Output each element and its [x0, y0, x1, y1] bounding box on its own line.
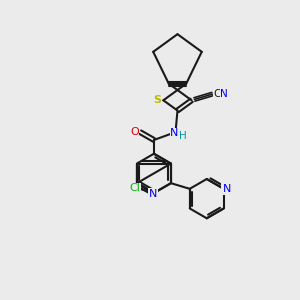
Text: N: N	[170, 128, 179, 138]
Text: N: N	[223, 184, 231, 194]
Text: H: H	[179, 131, 187, 141]
Text: N: N	[149, 189, 157, 199]
Text: S: S	[154, 95, 161, 105]
Text: Cl: Cl	[130, 184, 140, 194]
Text: C: C	[214, 89, 221, 99]
Text: O: O	[130, 127, 139, 137]
Text: N: N	[220, 89, 228, 99]
